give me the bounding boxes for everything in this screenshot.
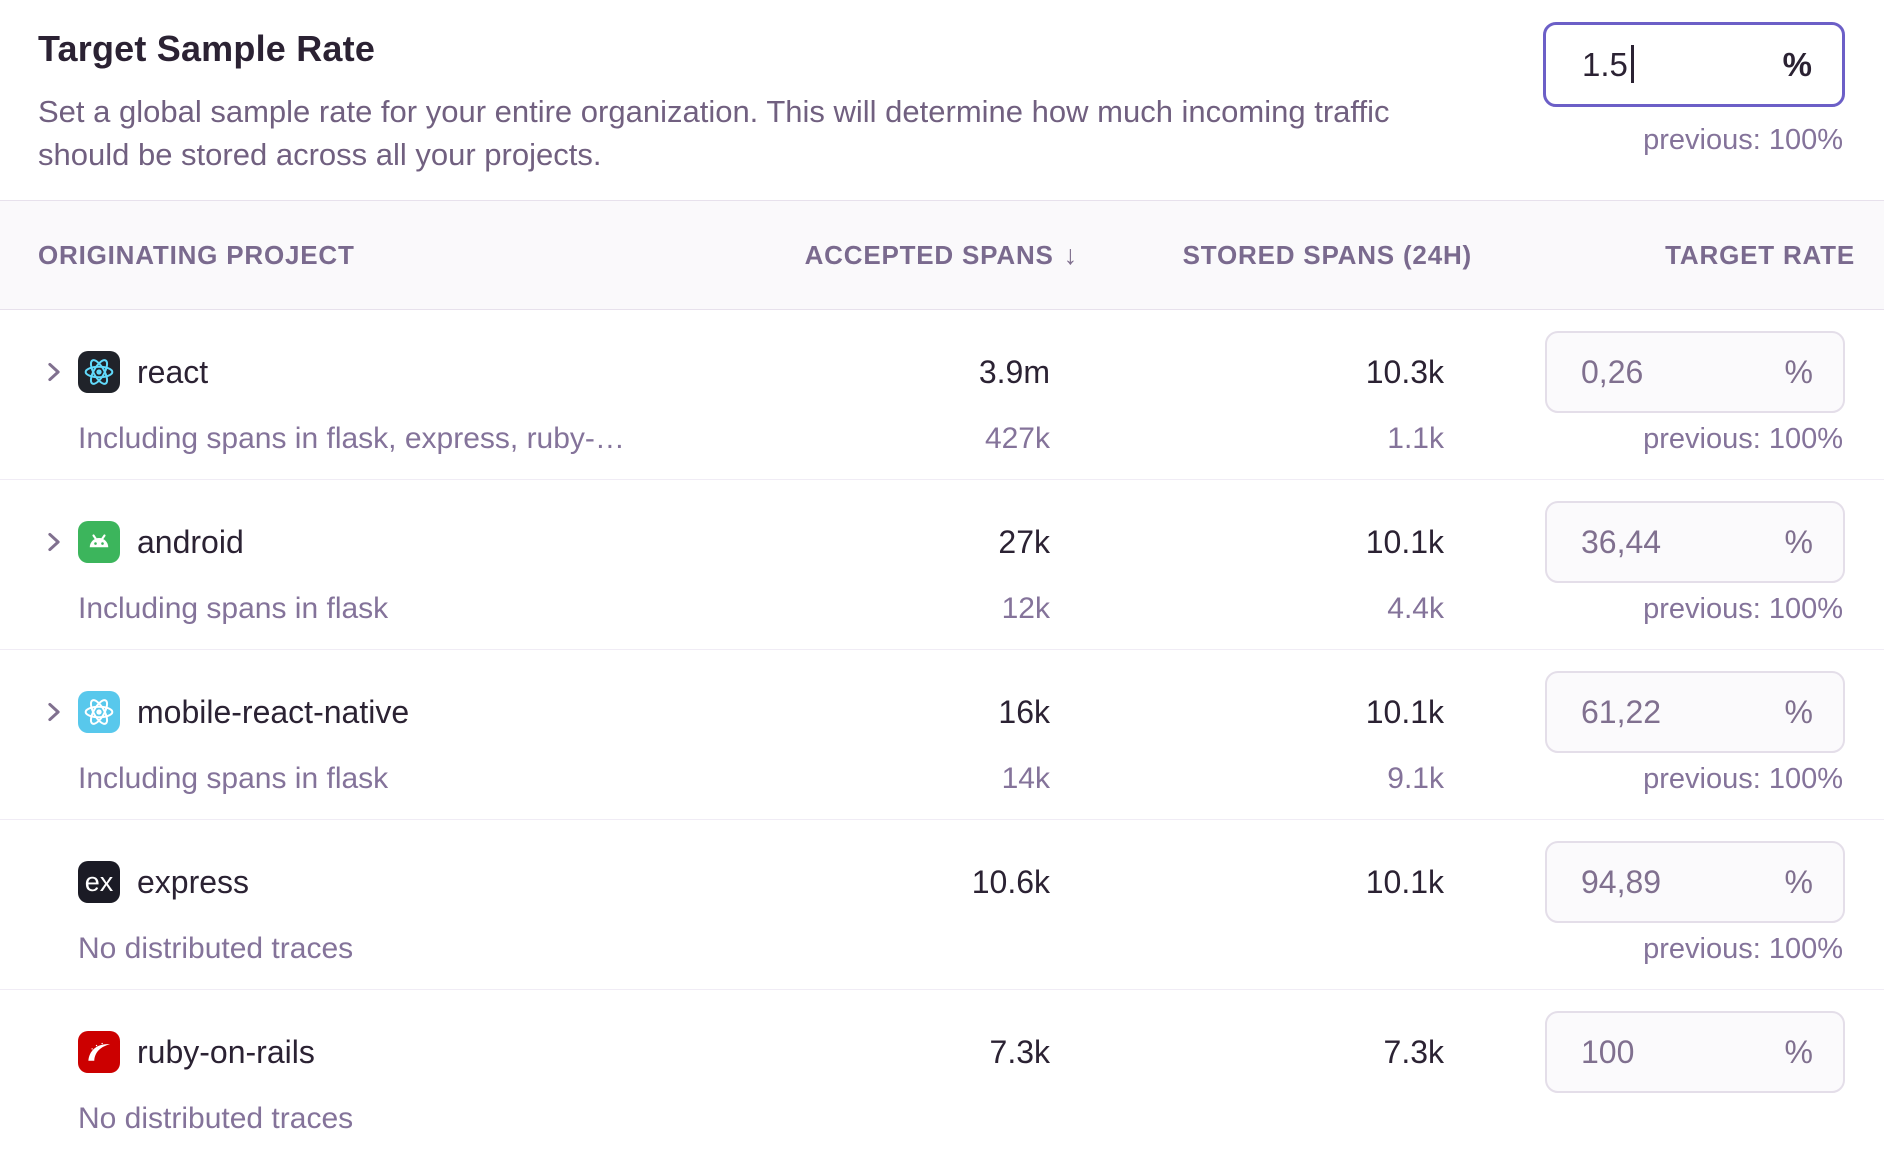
project-cell: react bbox=[0, 351, 698, 393]
project-rate-value: 100 bbox=[1581, 1033, 1635, 1070]
column-header-accepted-spans[interactable]: ACCEPTED SPANS ↓ bbox=[804, 239, 1078, 270]
accepted-spans-value: 7.3k bbox=[989, 1033, 1050, 1070]
distributed-traces-note: Including spans in flask bbox=[78, 592, 389, 625]
chevron-right-icon[interactable] bbox=[43, 701, 65, 723]
previous-rate-label: previous: 100% bbox=[1643, 422, 1843, 455]
distributed-traces-note: Including spans in flask bbox=[78, 762, 389, 795]
accepted-spans-value: 27k bbox=[998, 523, 1050, 560]
project-rate-value: 94,89 bbox=[1581, 863, 1662, 900]
global-rate-control: 1.5 % previous: 100% bbox=[1543, 22, 1845, 157]
sort-descending-icon: ↓ bbox=[1063, 239, 1078, 270]
percent-suffix: % bbox=[1784, 693, 1813, 730]
project-rate-value: 61,22 bbox=[1581, 693, 1662, 730]
stored-spans-sub-value: 9.1k bbox=[1387, 762, 1444, 795]
column-header-stored-spans: STORED SPANS (24H) bbox=[1182, 239, 1472, 270]
project-name: mobile-react-native bbox=[137, 693, 410, 730]
target-rate-cell: 36,44 % bbox=[1472, 501, 1855, 583]
project-rate-input[interactable]: 0,26 % bbox=[1545, 331, 1845, 413]
project-rate-input[interactable]: 61,22 % bbox=[1545, 671, 1845, 753]
project-name: express bbox=[137, 863, 250, 900]
target-rate-cell: 0,26 % bbox=[1472, 331, 1855, 413]
percent-suffix: % bbox=[1782, 45, 1812, 83]
platform-icon-express: ex bbox=[78, 861, 120, 903]
accepted-spans-value: 16k bbox=[998, 693, 1050, 730]
accepted-spans-sub-value: 12k bbox=[1001, 592, 1050, 625]
accepted-spans-sub-value: 427k bbox=[984, 422, 1050, 455]
text-cursor bbox=[1630, 45, 1634, 83]
project-name: react bbox=[137, 353, 209, 390]
table-row: ruby-on-rails 7.3k 7.3k 100 % No distrib… bbox=[0, 990, 1884, 1160]
project-rate-input[interactable]: 36,44 % bbox=[1545, 501, 1845, 583]
chevron-right-icon[interactable] bbox=[43, 531, 65, 553]
percent-suffix: % bbox=[1784, 863, 1813, 900]
percent-suffix: % bbox=[1784, 523, 1813, 560]
global-rate-input[interactable]: 1.5 % bbox=[1543, 22, 1845, 107]
distributed-traces-note: No distributed traces bbox=[78, 1102, 354, 1135]
table-row: ex express 10.6k 10.1k 94,89 % No distri… bbox=[0, 820, 1884, 990]
previous-rate-label: previous: 100% bbox=[1643, 592, 1843, 625]
accepted-spans-sub-value: 14k bbox=[1001, 762, 1050, 795]
global-rate-value: 1.5 bbox=[1582, 45, 1634, 84]
table-header-row: ORIGINATING PROJECT ACCEPTED SPANS ↓ STOR… bbox=[0, 200, 1884, 310]
stored-spans-value: 10.1k bbox=[1365, 693, 1444, 730]
project-rate-input[interactable]: 100 % bbox=[1545, 1011, 1845, 1093]
stored-spans-value: 10.1k bbox=[1365, 523, 1444, 560]
platform-icon-rails bbox=[78, 1031, 120, 1073]
project-name: ruby-on-rails bbox=[137, 1033, 315, 1070]
global-previous-rate-label: previous: 100% bbox=[1643, 124, 1843, 156]
target-sample-rate-section: Target Sample Rate Set a global sample r… bbox=[0, 0, 1884, 200]
distributed-traces-note: No distributed traces bbox=[78, 932, 354, 965]
target-rate-cell: 94,89 % bbox=[1472, 841, 1855, 923]
accepted-spans-value: 3.9m bbox=[978, 353, 1050, 390]
project-cell: ruby-on-rails bbox=[0, 1031, 698, 1073]
table-row: react 3.9m 10.3k 0,26 % Including spans … bbox=[0, 310, 1884, 480]
previous-rate-label: previous: 100% bbox=[1643, 932, 1843, 965]
project-cell: mobile-react-native bbox=[0, 691, 698, 733]
target-rate-cell: 100 % bbox=[1472, 1011, 1855, 1093]
platform-icon-react bbox=[78, 351, 120, 393]
stored-spans-sub-value: 1.1k bbox=[1387, 422, 1444, 455]
projects-table-body: react 3.9m 10.3k 0,26 % Including spans … bbox=[0, 310, 1884, 1160]
target-rate-cell: 61,22 % bbox=[1472, 671, 1855, 753]
column-header-originating-project: ORIGINATING PROJECT bbox=[38, 239, 355, 270]
column-header-target-rate: TARGET RATE bbox=[1665, 239, 1855, 270]
stored-spans-value: 10.3k bbox=[1365, 353, 1444, 390]
project-cell: android bbox=[0, 521, 698, 563]
distributed-traces-note: Including spans in flask, express, ruby-… bbox=[78, 422, 625, 455]
project-name: android bbox=[137, 523, 244, 560]
platform-icon-android bbox=[78, 521, 120, 563]
project-rate-value: 0,26 bbox=[1581, 353, 1644, 390]
page-description: Set a global sample rate for your entire… bbox=[38, 94, 1390, 172]
project-rate-input[interactable]: 94,89 % bbox=[1545, 841, 1845, 923]
percent-suffix: % bbox=[1784, 1033, 1813, 1070]
chevron-right-icon[interactable] bbox=[43, 361, 65, 383]
project-rate-value: 36,44 bbox=[1581, 523, 1662, 560]
stored-spans-value: 10.1k bbox=[1365, 863, 1444, 900]
accepted-spans-value: 10.6k bbox=[971, 863, 1050, 900]
percent-suffix: % bbox=[1784, 353, 1813, 390]
table-row: android 27k 10.1k 36,44 % Including span… bbox=[0, 480, 1884, 650]
project-cell: ex express bbox=[0, 861, 698, 903]
previous-rate-label: previous: 100% bbox=[1643, 762, 1843, 795]
stored-spans-sub-value: 4.4k bbox=[1387, 592, 1444, 625]
platform-icon-react-native bbox=[78, 691, 120, 733]
stored-spans-value: 7.3k bbox=[1383, 1033, 1444, 1070]
page-title: Target Sample Rate bbox=[38, 28, 376, 69]
table-row: mobile-react-native 16k 10.1k 61,22 % In… bbox=[0, 650, 1884, 820]
